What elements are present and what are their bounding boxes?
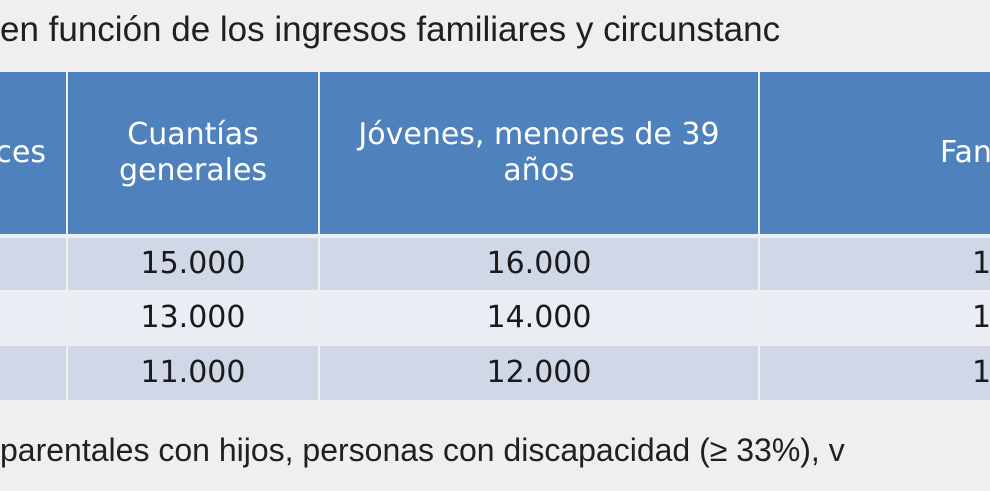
header-cell-families: Fan (760, 72, 990, 234)
row2-cell-general: 13.000 (68, 292, 318, 344)
row1-cell-young: 16.000 (320, 238, 758, 290)
row3-young-value: 12.000 (486, 355, 592, 390)
row1-general-value: 15.000 (140, 246, 246, 281)
row3-cell-general: 11.000 (68, 346, 318, 400)
row1-cell-general: 15.000 (68, 238, 318, 290)
row3-cell-label (0, 346, 66, 400)
row2-general-value: 13.000 (140, 300, 246, 335)
header-general-line2: generales (118, 153, 268, 188)
row1-cell-label (0, 238, 66, 290)
footnote-line: parentales con hijos, personas con disca… (0, 432, 845, 468)
row2-cell-young: 14.000 (320, 292, 758, 344)
row2-young-value: 14.000 (486, 300, 592, 335)
header-general-line1: Cuantías (127, 117, 259, 152)
title-line: en función de los ingresos familiares y … (0, 10, 781, 49)
row3-families-value: 1 (972, 355, 990, 390)
row1-families-value: 1 (972, 246, 990, 281)
header-families-text: Fan (940, 135, 990, 170)
header-cell-general-amounts: Cuantías generales (68, 72, 318, 234)
row2-cell-label (0, 292, 66, 344)
row3-cell-families: 1 (760, 346, 990, 400)
row2-cell-families: 1 (760, 292, 990, 344)
row1-young-value: 16.000 (486, 246, 592, 281)
header-circumstances-text: ces (0, 135, 46, 170)
row3-cell-young: 12.000 (320, 346, 758, 400)
row1-cell-families: 1 (760, 238, 990, 290)
row2-families-value: 1 (972, 300, 990, 335)
header-cell-circumstances: ces (0, 72, 66, 234)
header-young-line1: Jóvenes, menores de 39 (358, 117, 720, 152)
row3-general-value: 11.000 (140, 355, 246, 390)
header-young-line2: años (503, 153, 575, 188)
header-cell-young-under-39: Jóvenes, menores de 39 años (320, 72, 758, 234)
amounts-table: ces Cuantías generales Jóvenes, menores … (0, 72, 990, 404)
